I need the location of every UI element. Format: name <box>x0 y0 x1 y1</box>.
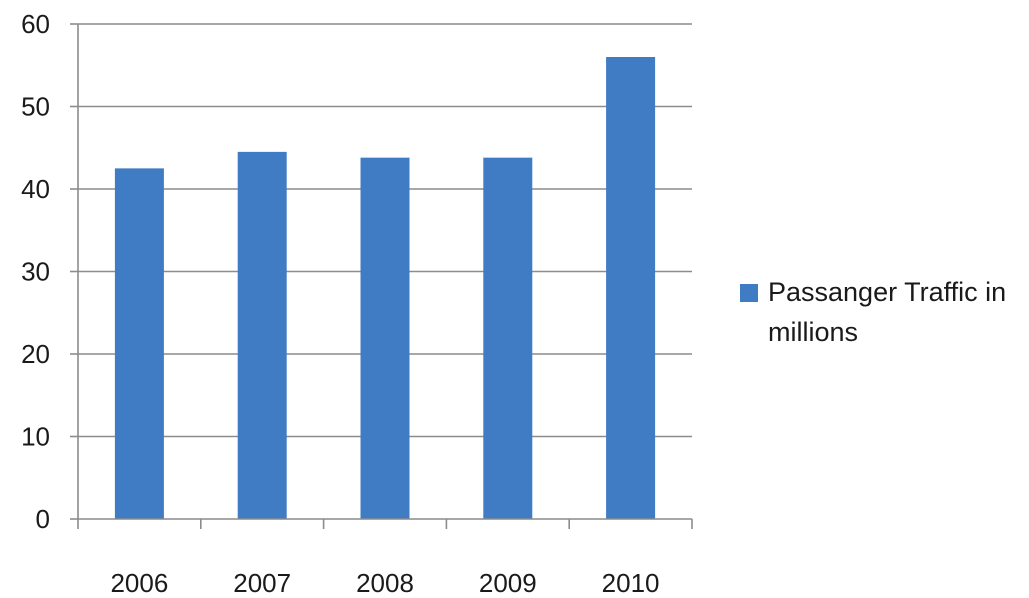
y-tick-label: 10 <box>21 422 50 452</box>
y-tick-label: 50 <box>21 92 50 122</box>
bar <box>483 157 533 519</box>
bar <box>114 168 164 519</box>
legend-label: Passanger Traffic in millions <box>768 277 1007 347</box>
x-tick-label: 2010 <box>602 568 660 598</box>
y-axis-tick-labels: 0 10 20 30 40 50 60 <box>21 9 50 534</box>
x-tick-label: 2006 <box>110 568 168 598</box>
x-tick-label: 2007 <box>233 568 291 598</box>
y-tick-label: 60 <box>21 9 50 39</box>
bar <box>360 157 410 519</box>
x-tick-label: 2009 <box>479 568 537 598</box>
bar <box>606 57 656 519</box>
legend-swatch <box>740 284 758 302</box>
y-tick-label: 0 <box>36 504 50 534</box>
y-tick-label: 30 <box>21 257 50 287</box>
axes <box>70 23 693 529</box>
bar <box>237 151 287 519</box>
bars <box>114 57 656 519</box>
y-tick-label: 40 <box>21 174 50 204</box>
x-tick-label: 2008 <box>356 568 414 598</box>
y-tick-label: 20 <box>21 339 50 369</box>
x-axis-tick-labels: 2006 2007 2008 2009 2010 <box>110 568 659 598</box>
